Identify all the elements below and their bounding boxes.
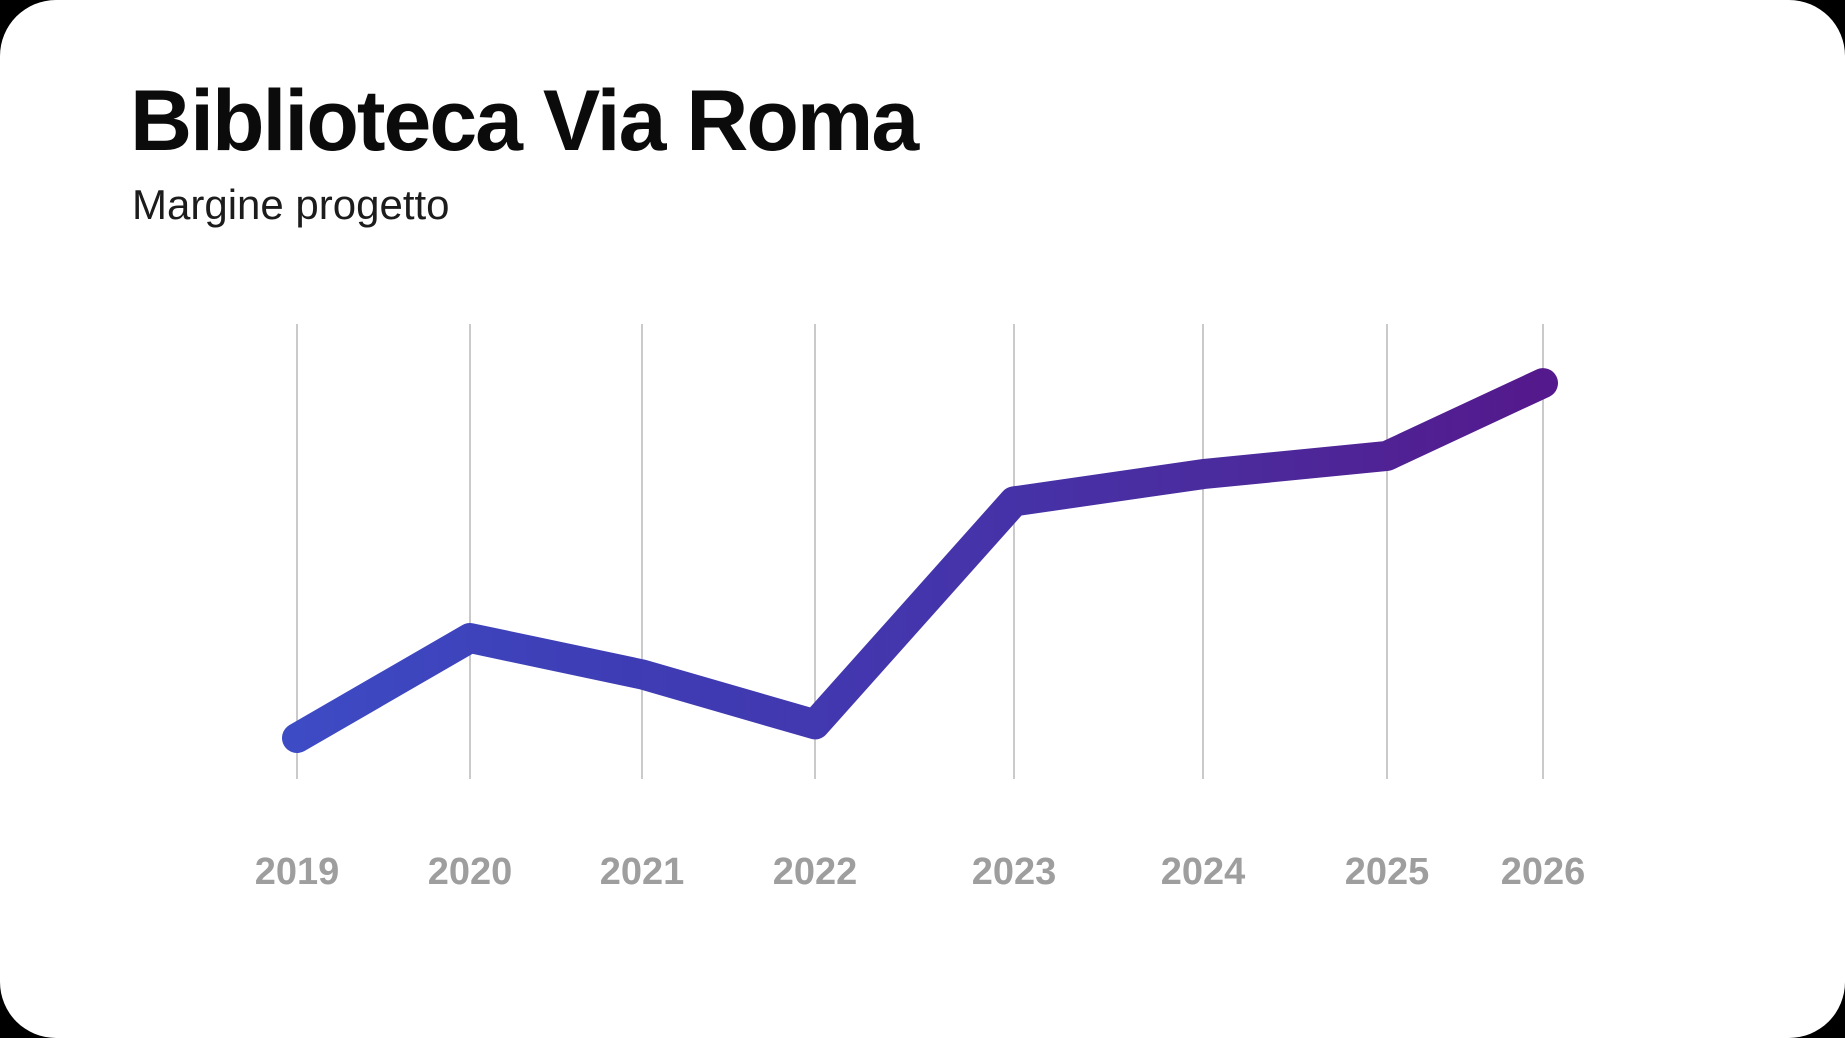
x-axis-label: 2020 — [428, 851, 513, 893]
x-axis-label: 2021 — [600, 851, 685, 893]
x-axis-label: 2024 — [1161, 851, 1246, 893]
x-axis-label: 2025 — [1345, 851, 1430, 893]
chart-header: Biblioteca Via Roma Margine progetto — [130, 73, 919, 231]
chart-title: Biblioteca Via Roma — [130, 73, 919, 169]
x-axis-label: 2023 — [972, 851, 1057, 893]
x-axis-label: 2026 — [1501, 851, 1586, 893]
margin-line — [282, 368, 1558, 753]
chart-subtitle: Margine progetto — [132, 181, 450, 229]
x-axis-label: 2019 — [255, 851, 340, 893]
x-axis-label: 2022 — [773, 851, 858, 893]
